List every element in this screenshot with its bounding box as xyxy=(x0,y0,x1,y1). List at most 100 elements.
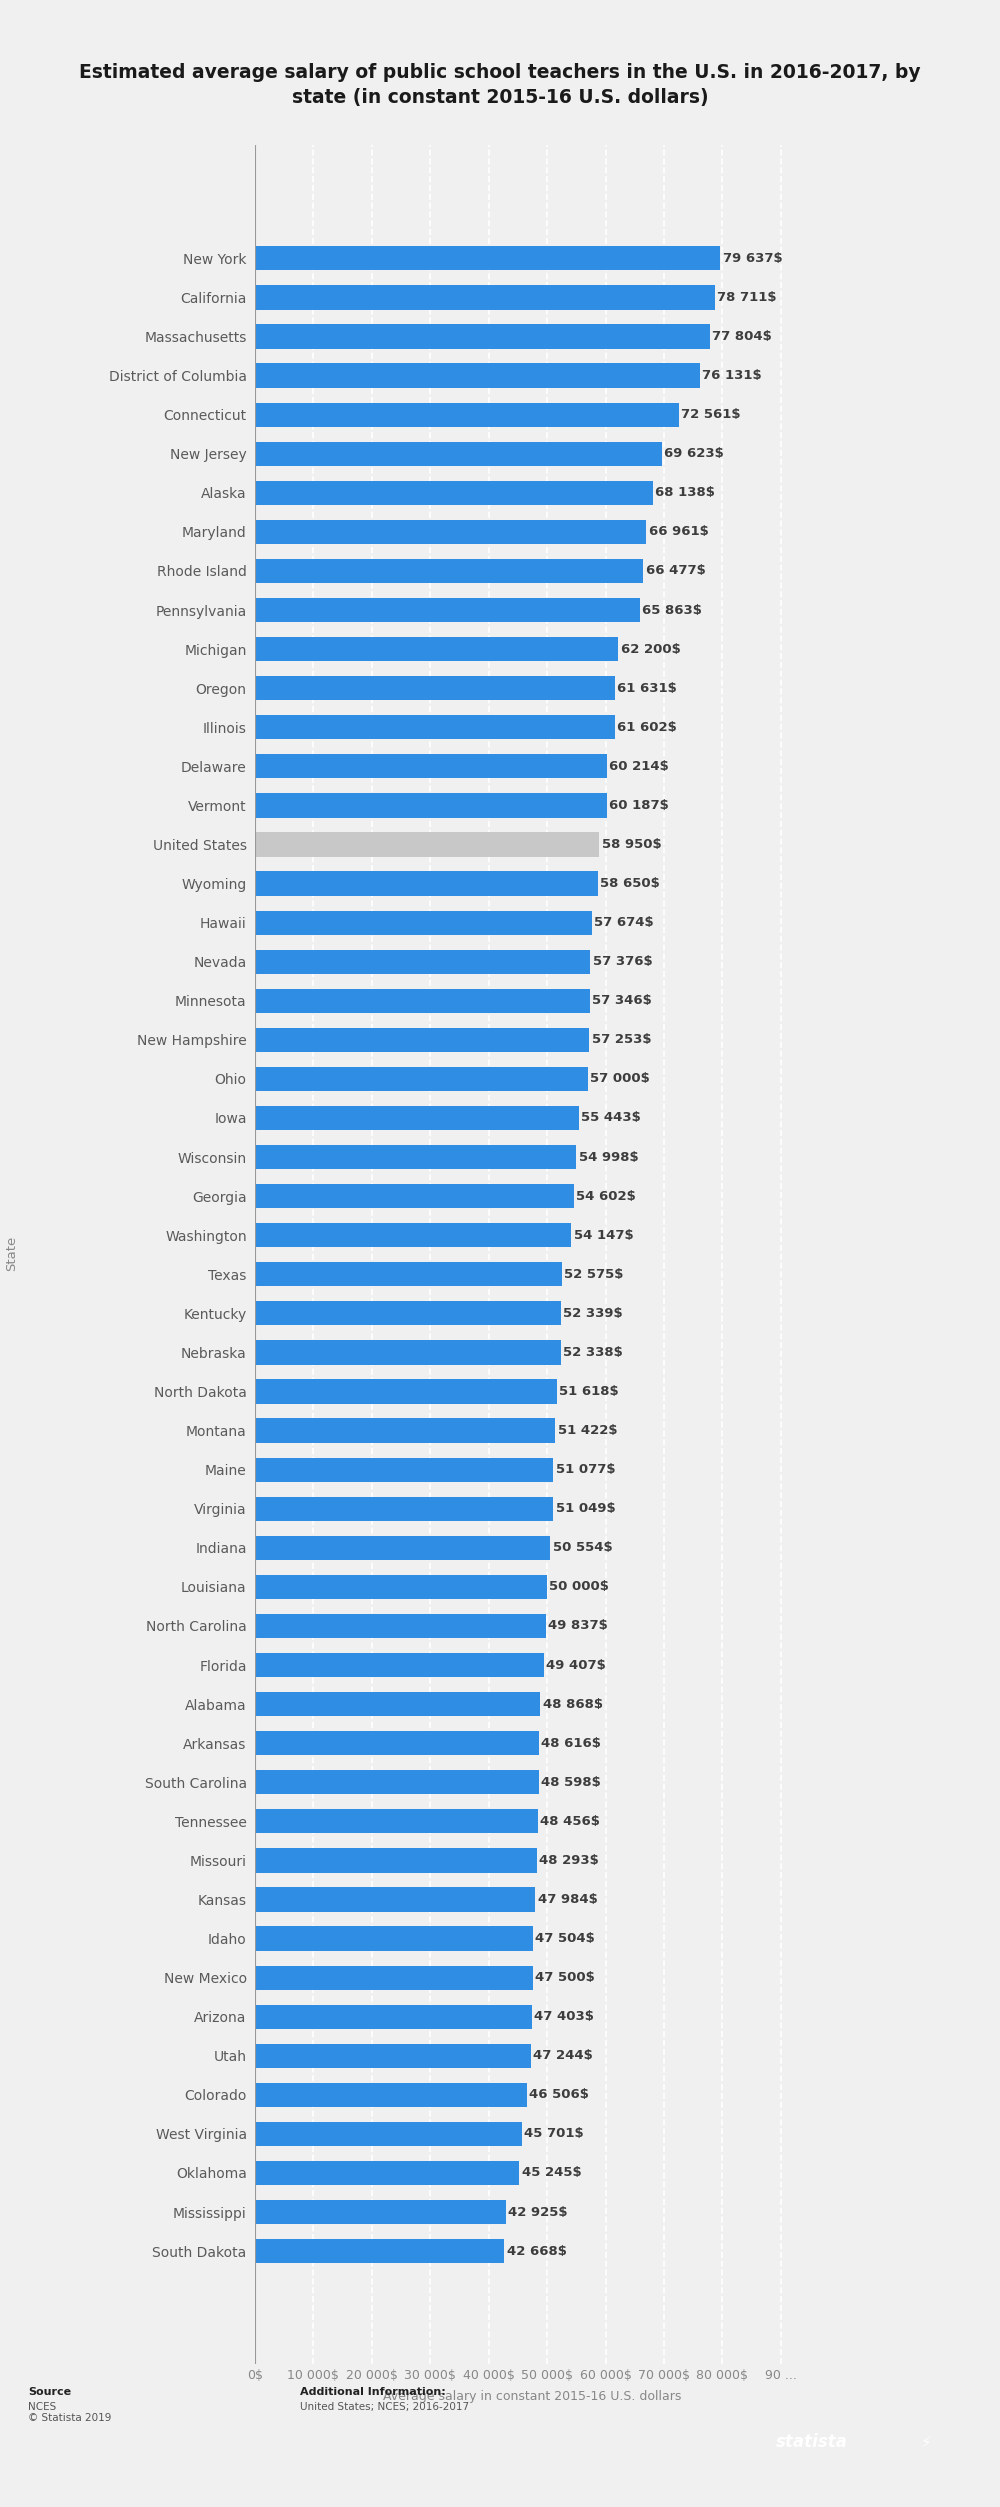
Bar xyxy=(255,2161,519,2186)
Text: 69 623$: 69 623$ xyxy=(664,446,724,461)
Text: 48 868$: 48 868$ xyxy=(543,1697,603,1710)
Text: NCES
© Statista 2019: NCES © Statista 2019 xyxy=(28,2402,111,2424)
Text: 77 804$: 77 804$ xyxy=(712,331,772,343)
Text: State: State xyxy=(5,1236,18,1271)
Bar xyxy=(255,832,599,857)
Bar xyxy=(255,1106,579,1131)
Text: 68 138$: 68 138$ xyxy=(655,486,715,499)
Text: 57 674$: 57 674$ xyxy=(594,915,654,930)
Text: 57 253$: 57 253$ xyxy=(592,1033,651,1045)
Text: 47 403$: 47 403$ xyxy=(534,2011,594,2023)
Bar xyxy=(255,1261,562,1286)
Text: 58 950$: 58 950$ xyxy=(602,837,661,850)
Bar xyxy=(255,1419,555,1442)
Bar xyxy=(255,2006,532,2028)
Text: 47 984$: 47 984$ xyxy=(538,1893,597,1905)
Text: 45 245$: 45 245$ xyxy=(522,2166,581,2179)
Bar xyxy=(255,2083,527,2106)
Text: 48 616$: 48 616$ xyxy=(541,1737,601,1750)
Text: 48 456$: 48 456$ xyxy=(540,1815,600,1828)
Text: 51 422$: 51 422$ xyxy=(558,1424,617,1437)
Bar xyxy=(255,1341,561,1364)
Text: 61 602$: 61 602$ xyxy=(617,720,677,735)
Text: 50 000$: 50 000$ xyxy=(549,1579,609,1594)
Bar xyxy=(255,2239,504,2264)
Text: 55 443$: 55 443$ xyxy=(581,1111,641,1126)
Text: Additional Information:: Additional Information: xyxy=(300,2387,446,2397)
Bar xyxy=(255,988,590,1013)
Bar xyxy=(255,1965,532,1991)
Text: 60 214$: 60 214$ xyxy=(609,760,669,772)
Text: 62 200$: 62 200$ xyxy=(621,642,680,657)
Bar xyxy=(255,792,607,817)
Text: 50 554$: 50 554$ xyxy=(553,1542,612,1554)
Text: 42 925$: 42 925$ xyxy=(508,2206,568,2219)
Bar xyxy=(255,910,592,935)
Text: 61 631$: 61 631$ xyxy=(617,682,677,694)
Text: Estimated average salary of public school teachers in the U.S. in 2016-2017, by
: Estimated average salary of public schoo… xyxy=(79,63,921,108)
Bar xyxy=(255,677,615,699)
Bar xyxy=(255,1925,533,1950)
Text: 54 147$: 54 147$ xyxy=(574,1228,633,1241)
Bar xyxy=(255,559,643,584)
Bar xyxy=(255,755,607,780)
Text: 54 998$: 54 998$ xyxy=(579,1151,638,1163)
Bar xyxy=(255,714,615,740)
X-axis label: Average salary in constant 2015-16 U.S. dollars: Average salary in constant 2015-16 U.S. … xyxy=(383,2389,682,2404)
Text: 58 650$: 58 650$ xyxy=(600,877,660,890)
Text: 45 701$: 45 701$ xyxy=(524,2128,584,2141)
Bar xyxy=(255,1615,546,1637)
Bar xyxy=(255,1301,561,1326)
Text: 66 961$: 66 961$ xyxy=(649,526,708,539)
Bar xyxy=(255,1223,571,1248)
Bar xyxy=(255,286,715,308)
Text: 52 575$: 52 575$ xyxy=(564,1269,624,1281)
Bar xyxy=(255,519,646,544)
Bar xyxy=(255,1692,540,1717)
Bar xyxy=(255,637,618,662)
Bar xyxy=(255,404,679,426)
Text: 49 407$: 49 407$ xyxy=(546,1660,606,1672)
Bar xyxy=(255,1457,553,1482)
Bar xyxy=(255,323,710,348)
Text: 57 346$: 57 346$ xyxy=(592,995,652,1008)
Text: 66 477$: 66 477$ xyxy=(646,564,705,577)
Text: 46 506$: 46 506$ xyxy=(529,2088,589,2101)
Bar xyxy=(255,1730,539,1755)
Bar xyxy=(255,1574,547,1599)
Text: 51 618$: 51 618$ xyxy=(559,1384,619,1399)
Text: 52 338$: 52 338$ xyxy=(563,1346,623,1359)
Bar xyxy=(255,2201,506,2224)
Bar xyxy=(255,364,700,389)
Text: 78 711$: 78 711$ xyxy=(717,291,777,303)
Bar xyxy=(255,2121,522,2146)
Bar xyxy=(255,246,720,271)
Bar xyxy=(255,1537,550,1559)
Text: 52 339$: 52 339$ xyxy=(563,1306,623,1319)
Text: 48 293$: 48 293$ xyxy=(539,1853,599,1868)
Bar xyxy=(255,1848,537,1873)
Bar xyxy=(255,1497,553,1522)
Bar xyxy=(255,1068,588,1091)
Bar xyxy=(255,1028,589,1053)
Bar xyxy=(255,2043,531,2068)
Bar xyxy=(255,1146,576,1168)
Text: 49 837$: 49 837$ xyxy=(548,1620,608,1632)
Bar xyxy=(255,1810,538,1833)
Text: ⚡: ⚡ xyxy=(921,2434,931,2449)
Bar xyxy=(255,1652,544,1677)
Text: 79 637$: 79 637$ xyxy=(723,251,782,266)
Bar xyxy=(255,481,653,504)
Bar xyxy=(255,1379,557,1404)
Bar xyxy=(255,872,598,895)
Text: 51 049$: 51 049$ xyxy=(556,1502,615,1514)
Bar xyxy=(255,599,640,622)
Text: 47 504$: 47 504$ xyxy=(535,1933,595,1945)
Text: United States; NCES; 2016-2017: United States; NCES; 2016-2017 xyxy=(300,2402,469,2412)
Text: 47 500$: 47 500$ xyxy=(535,1971,595,1983)
Text: 48 598$: 48 598$ xyxy=(541,1775,601,1790)
Text: statista: statista xyxy=(776,2432,848,2452)
Bar xyxy=(255,950,590,973)
Text: 72 561$: 72 561$ xyxy=(681,409,741,421)
Text: 60 187$: 60 187$ xyxy=(609,800,669,812)
